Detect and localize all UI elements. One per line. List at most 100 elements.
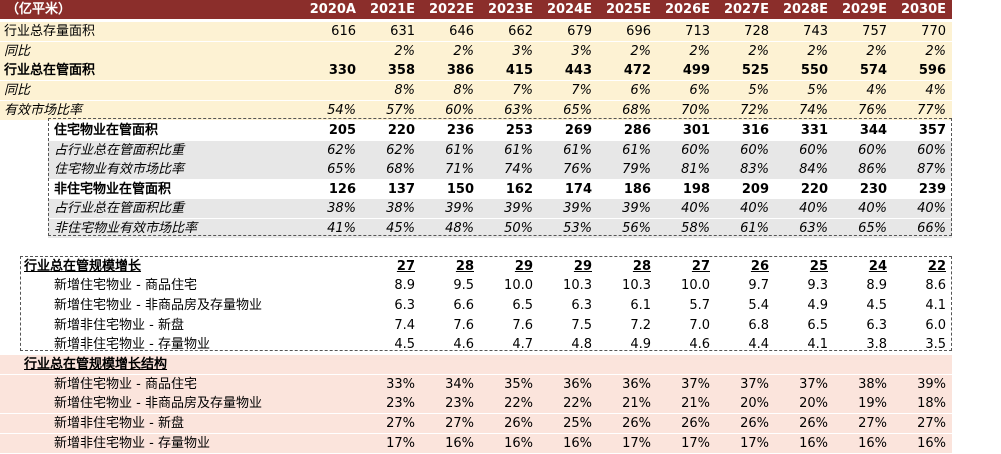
- cell-value: 174: [564, 182, 592, 197]
- cell-value: 16%: [799, 436, 828, 451]
- table-row-growth-res-commercial: 新增住宅物业 - 商品住宅 8.9 9.5 10.0 10.3 10.3 10.0 9.7 9.…: [0, 276, 952, 295]
- cell-value: [837, 355, 887, 374]
- table-row-structure-total: 行业总在管规模增长结构: [0, 355, 952, 374]
- cell-value: 27: [396, 259, 415, 274]
- table-header: （亿平米） 2020A 2021E 2022E 2023E 2024E 2025E 2026E…: [0, 0, 952, 19]
- table-row-structure-nonres-stock: 新增非住宅物业 - 存量物业 17% 16% 16% 16% 17% 17% 17% 16% 16…: [0, 434, 952, 453]
- cell-value: 16%: [858, 436, 887, 451]
- cell-value: 2%: [394, 44, 415, 59]
- cell-value: 358: [387, 63, 415, 78]
- cell-value: 76%: [858, 103, 887, 118]
- cell-value: 40%: [681, 201, 710, 216]
- cell-value: 36%: [563, 377, 592, 392]
- cell-value: [306, 42, 356, 61]
- row-label: 新增非住宅物业 - 新盘: [54, 318, 184, 333]
- cell-value: 8%: [394, 83, 415, 98]
- cell-value: 70%: [681, 103, 710, 118]
- cell-value: 253: [505, 123, 533, 138]
- cell-value: 2%: [689, 44, 710, 59]
- row-label: 行业总在管面积: [4, 63, 96, 78]
- cell-value: 60%: [740, 143, 769, 158]
- cell-value: 26%: [504, 416, 533, 431]
- cell-value: 4.6: [453, 337, 474, 352]
- cell-value: 2%: [807, 44, 828, 59]
- cell-value: 4.5: [394, 337, 415, 352]
- cell-value: 61%: [504, 143, 533, 158]
- cell-value: [778, 355, 828, 374]
- cell-value: 57%: [386, 103, 415, 118]
- cell-value: 68%: [622, 103, 651, 118]
- cell-value: 3%: [571, 44, 592, 59]
- cell-value: 6.8: [748, 318, 769, 333]
- cell-value: 72%: [740, 103, 769, 118]
- table-row-stock-yoy: 同比 2% 2% 3% 3% 2% 2% 2% 2% 2% 2%: [0, 42, 952, 61]
- cell-value: 18%: [917, 396, 946, 411]
- cell-value: [306, 355, 356, 374]
- row-label: 非住宅物业有效市场比率: [54, 221, 198, 236]
- cell-value: [424, 355, 474, 374]
- cell-value: 239: [918, 182, 946, 197]
- cell-value: [306, 434, 356, 453]
- cell-value: 24: [868, 259, 887, 274]
- year-header: 2026E: [664, 2, 710, 17]
- cell-value: 26: [750, 259, 769, 274]
- cell-value: 71%: [445, 162, 474, 177]
- cell-value: 3.8: [866, 337, 887, 352]
- cell-value: 4%: [925, 83, 946, 98]
- cell-value: 50%: [504, 221, 533, 236]
- cell-value: 79%: [622, 162, 651, 177]
- table-row-nonres-area: 非住宅物业在管面积 126 137 150 162 174 186 198 209 220 230 2…: [0, 180, 952, 199]
- cell-value: 17%: [386, 436, 415, 451]
- cell-value: 37%: [681, 377, 710, 392]
- cell-value: 26%: [681, 416, 710, 431]
- cell-value: 6.3: [394, 298, 415, 313]
- cell-value: 6.3: [866, 318, 887, 333]
- cell-value: 4.9: [630, 337, 651, 352]
- cell-value: 86%: [858, 162, 887, 177]
- row-label: 同比: [4, 44, 31, 59]
- cell-value: 6.6: [453, 298, 474, 313]
- table-row-structure-res-other: 新增住宅物业 - 非商品房及存量物业 23% 23% 22% 22% 21% 21% 20% 2…: [0, 394, 952, 413]
- cell-value: 56%: [622, 221, 651, 236]
- cell-value: 36%: [622, 377, 651, 392]
- cell-value: 65%: [327, 162, 356, 177]
- cell-value: 27%: [445, 416, 474, 431]
- cell-value: 6%: [630, 83, 651, 98]
- row-label: 新增住宅物业 - 非商品房及存量物业: [54, 396, 262, 411]
- cell-value: 35%: [504, 377, 533, 392]
- cell-value: 60%: [445, 103, 474, 118]
- year-header: 2021E: [369, 2, 415, 17]
- cell-value: 631: [390, 24, 415, 39]
- cell-value: 61%: [445, 143, 474, 158]
- cell-value: 68%: [386, 162, 415, 177]
- cell-value: 7.4: [394, 318, 415, 333]
- cell-value: [306, 375, 356, 394]
- cell-value: 63%: [504, 103, 533, 118]
- cell-value: 443: [564, 63, 592, 78]
- cell-value: 331: [800, 123, 828, 138]
- cell-value: 27%: [917, 416, 946, 431]
- cell-value: [306, 394, 356, 413]
- cell-value: 6.5: [512, 298, 533, 313]
- cell-value: 7%: [571, 83, 592, 98]
- row-label: 新增住宅物业 - 商品住宅: [54, 377, 197, 392]
- cell-value: 4.1: [807, 337, 828, 352]
- cell-value: 17%: [681, 436, 710, 451]
- cell-value: 25: [809, 259, 828, 274]
- table-row-managed-area: 行业总在管面积 330 358 386 415 443 472 499 525 550 574 596: [0, 61, 952, 80]
- cell-value: 26%: [740, 416, 769, 431]
- row-label: 新增非住宅物业 - 存量物业: [54, 337, 210, 352]
- row-label: 新增非住宅物业 - 存量物业: [54, 436, 210, 451]
- cell-value: 205: [328, 123, 356, 138]
- table-row-growth-total: 行业总在管规模增长 27 28 29 29 28 27 26 25 24 22: [0, 257, 952, 276]
- cell-value: 60%: [917, 143, 946, 158]
- cell-value: 4.6: [689, 337, 710, 352]
- cell-value: 28: [632, 259, 651, 274]
- cell-value: 499: [682, 63, 710, 78]
- row-label: 占行业总在管面积比重: [54, 201, 185, 216]
- cell-value: 7.0: [689, 318, 710, 333]
- row-label: 有效市场比率: [4, 103, 83, 118]
- cell-value: 4.9: [807, 298, 828, 313]
- cell-value: 87%: [917, 162, 946, 177]
- cell-value: 4.1: [925, 298, 946, 313]
